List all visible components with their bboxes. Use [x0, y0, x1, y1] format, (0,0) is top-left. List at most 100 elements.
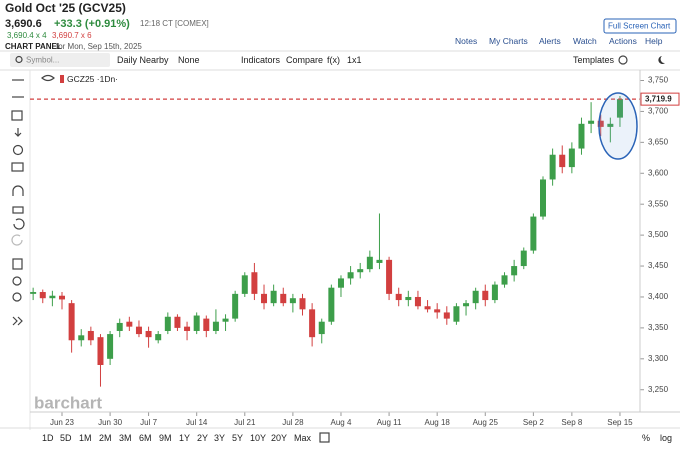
- y-tick-label: 3,700: [648, 107, 669, 116]
- toolbar-item[interactable]: Daily Nearby: [117, 55, 169, 65]
- tool-icon[interactable]: [12, 258, 23, 270]
- candle-body: [97, 337, 104, 365]
- y-tick-label: 3,650: [648, 137, 669, 146]
- tool-icon[interactable]: [11, 234, 23, 246]
- templates[interactable]: Templates: [573, 55, 615, 65]
- period-button[interactable]: 6M: [139, 433, 152, 443]
- tool-icon[interactable]: [12, 206, 24, 214]
- header-link[interactable]: My Charts: [489, 36, 528, 46]
- period-button[interactable]: 5Y: [232, 433, 243, 443]
- header-link[interactable]: Help: [645, 36, 663, 46]
- toolbar-item[interactable]: Compare: [286, 55, 323, 65]
- toolbar: Daily Nearby None Indicators Compare f(x) 1x1: [117, 55, 362, 65]
- header-link[interactable]: Alerts: [539, 36, 561, 46]
- candle-body: [59, 295, 65, 300]
- candle-body: [616, 99, 623, 118]
- settings-icon[interactable]: [618, 55, 628, 65]
- candle-body: [463, 303, 470, 307]
- candle-body: [597, 120, 604, 127]
- candle-body: [395, 293, 402, 301]
- tool-icon[interactable]: [12, 316, 23, 326]
- candle-body: [87, 330, 94, 341]
- header-link[interactable]: Watch: [573, 36, 597, 46]
- candle-body: [520, 250, 527, 267]
- candle-body: [472, 290, 479, 304]
- tool-icon[interactable]: [14, 128, 22, 137]
- period-button[interactable]: 1D: [42, 433, 54, 443]
- visibility-icon[interactable]: [41, 74, 55, 82]
- candle-body: [39, 292, 46, 299]
- header-link[interactable]: Actions: [609, 36, 637, 46]
- candle-body: [212, 321, 219, 331]
- candle-body: [232, 293, 239, 319]
- x-tick-label: Jul 7: [140, 418, 157, 427]
- tool-icon[interactable]: [12, 185, 24, 196]
- panel-label: CHART PANEL: [5, 42, 62, 51]
- tool-icon[interactable]: [12, 276, 22, 286]
- candle-body: [30, 292, 37, 294]
- candle-body: [366, 256, 373, 270]
- candle-body: [155, 334, 162, 341]
- x-tick-label: Jul 21: [234, 418, 256, 427]
- candle-body: [386, 259, 393, 294]
- candle-body: [453, 306, 460, 322]
- toolbar-item[interactable]: 1x1: [347, 55, 362, 65]
- y-tick-label: 3,550: [648, 199, 669, 208]
- candle-body: [193, 315, 200, 331]
- period-button[interactable]: 20Y: [271, 433, 287, 443]
- period-button[interactable]: 10Y: [250, 433, 266, 443]
- toolbar-item[interactable]: None: [178, 55, 200, 65]
- y-tick-label: 3,750: [648, 76, 669, 85]
- candle-body: [405, 296, 412, 301]
- period-button[interactable]: 2M: [99, 433, 112, 443]
- toolbar-item[interactable]: f(x): [327, 55, 340, 65]
- toolbar-item[interactable]: Indicators: [241, 55, 281, 65]
- calendar-icon[interactable]: [319, 432, 330, 443]
- candle-body: [578, 123, 585, 149]
- period-button[interactable]: 1M: [79, 433, 92, 443]
- period-button[interactable]: Max: [294, 433, 312, 443]
- symbol-placeholder[interactable]: Symbol...: [26, 56, 59, 65]
- candle-body: [328, 287, 335, 322]
- fullscreen-label[interactable]: Full Screen Chart: [608, 22, 671, 31]
- ask: 3,690.7 x 6: [52, 31, 92, 40]
- period-button[interactable]: 1Y: [179, 433, 190, 443]
- period-button[interactable]: 3Y: [214, 433, 225, 443]
- period-button[interactable]: 3M: [119, 433, 132, 443]
- tool-icon[interactable]: [12, 292, 22, 302]
- candle-body: [107, 334, 114, 359]
- candle-body: [607, 123, 614, 127]
- candle-body: [49, 295, 56, 299]
- series-swatch: [60, 75, 64, 83]
- x-tick-label: Aug 18: [425, 418, 451, 427]
- candle-body: [443, 312, 450, 319]
- scale-option[interactable]: log: [660, 433, 672, 443]
- fullscreen-button[interactable]: [603, 18, 677, 34]
- x-tick-label: Sep 8: [561, 418, 582, 427]
- candle-body: [530, 216, 537, 251]
- tool-icon[interactable]: [13, 218, 25, 230]
- candle-body: [78, 335, 85, 341]
- highlight-circle: [598, 92, 638, 160]
- candle-body: [357, 269, 364, 273]
- x-tick-label: Jun 30: [98, 418, 123, 427]
- candle-body: [184, 326, 191, 331]
- candle-body: [559, 154, 566, 168]
- x-tick-label: Sep 2: [523, 418, 544, 427]
- period-button[interactable]: 5D: [60, 433, 72, 443]
- header-link[interactable]: Notes: [455, 36, 477, 46]
- scale-option[interactable]: %: [642, 433, 650, 443]
- tool-icon[interactable]: [11, 162, 24, 172]
- period-button[interactable]: 9M: [159, 433, 172, 443]
- candle-body: [251, 272, 258, 294]
- search-icon: [15, 55, 23, 64]
- period-button[interactable]: 2Y: [197, 433, 208, 443]
- tool-icon[interactable]: [12, 144, 24, 156]
- candle-body: [261, 293, 268, 304]
- candle-body: [289, 298, 296, 304]
- x-tick-label: Aug 4: [331, 418, 352, 427]
- tool-icon[interactable]: [11, 110, 23, 121]
- theme-icon[interactable]: [658, 56, 665, 64]
- symbol-input[interactable]: [10, 53, 110, 67]
- candle-body: [270, 290, 277, 304]
